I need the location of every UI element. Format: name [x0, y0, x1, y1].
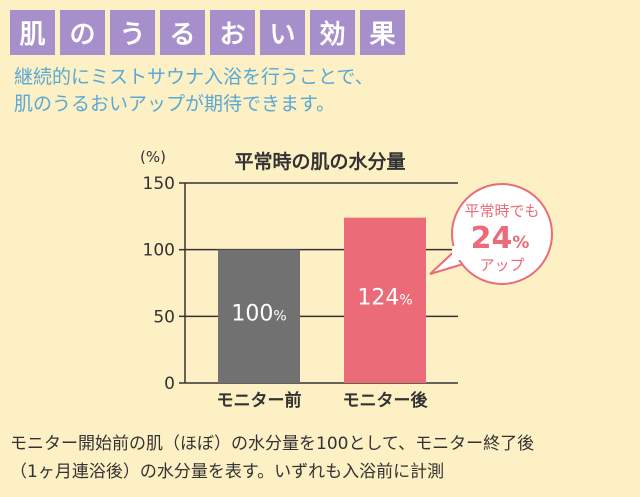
bar	[344, 217, 426, 383]
subtitle: 継続的にミストサウナ入浴を行うことで、 肌のうるおいアップが期待できます。	[14, 64, 374, 118]
heading-char: う	[110, 10, 155, 55]
callout-line3: アップ	[479, 256, 524, 274]
bar	[218, 249, 300, 383]
x-tick-label: モニター前	[217, 390, 302, 411]
y-tick-label: 50	[153, 307, 175, 327]
heading-char: い	[260, 10, 305, 55]
x-tick-label: モニター後	[343, 390, 429, 411]
callout-line1: 平常時でも	[464, 202, 539, 220]
heading-char: 効	[310, 10, 355, 55]
footnote-line: （1ヶ月連浴後）の水分量を表す。いずれも入浴前に計測	[10, 462, 445, 482]
footnote-line: モニター開始前の肌（ほぼ）の水分量を100として、モニター終了後	[10, 434, 535, 454]
callout-bubble	[451, 183, 553, 285]
bar-value-label: 124%	[357, 285, 412, 310]
heading-char: の	[60, 10, 105, 55]
y-unit-label: (%)	[140, 148, 166, 166]
bar-value-pct: %	[273, 308, 286, 324]
y-tick-label: 0	[164, 374, 175, 394]
heading-row: 肌 の う る お い 効 果	[10, 10, 405, 55]
bar-value-pct: %	[399, 292, 412, 308]
bar-value-label: 100%	[231, 301, 286, 326]
callout-pct: %	[512, 233, 529, 253]
bar-value-number: 100	[231, 301, 273, 326]
subtitle-line: 継続的にミストサウナ入浴を行うことで、	[14, 66, 374, 88]
heading-char: 果	[360, 10, 405, 55]
heading-char: 肌	[10, 10, 55, 55]
heading-char: お	[210, 10, 255, 55]
callout-value: 24	[471, 221, 513, 256]
svg-text:24%: 24%	[471, 221, 530, 256]
bar-value-number: 124	[357, 285, 399, 310]
y-tick-label: 100	[143, 241, 175, 261]
subtitle-line: 肌のうるおいアップが期待できます。	[14, 93, 336, 115]
chart-title: 平常時の肌の水分量	[234, 150, 405, 173]
heading-char: る	[160, 10, 205, 55]
footnote: モニター開始前の肌（ほぼ）の水分量を100として、モニター終了後 （1ヶ月連浴後…	[10, 430, 534, 486]
callout: 平常時でも 24% アップ	[429, 183, 553, 285]
y-tick-label: 150	[143, 174, 175, 194]
